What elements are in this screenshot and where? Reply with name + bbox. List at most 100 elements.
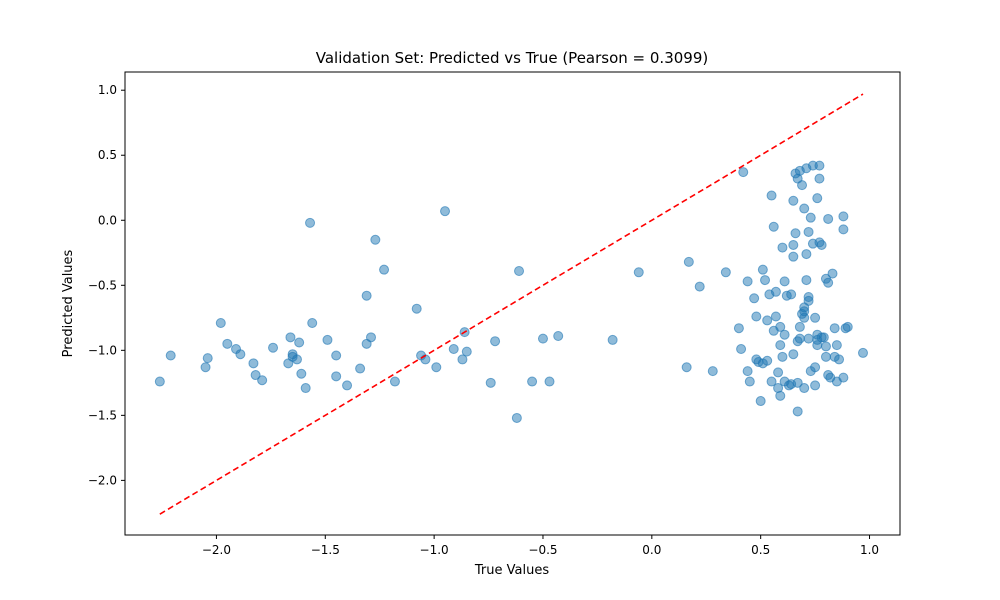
chart-title: Validation Set: Predicted vs True (Pears… (316, 49, 708, 67)
scatter-point-71 (762, 315, 773, 326)
scatter-point-38 (448, 344, 459, 355)
scatter-point-18 (296, 368, 307, 379)
scatter-point-156 (857, 347, 868, 358)
scatter-point-133 (814, 173, 825, 184)
scatter-point-117 (803, 333, 814, 344)
scatter-point-106 (794, 333, 805, 344)
scatter-point-155 (842, 321, 853, 332)
scatter-point-107 (797, 180, 808, 191)
scatter-point-95 (788, 195, 799, 206)
scatter-point-32 (389, 376, 400, 387)
scatter-point-143 (823, 213, 834, 224)
scatter-point-1 (165, 350, 176, 361)
scatter-point-23 (331, 350, 342, 361)
scatter-point-105 (794, 321, 805, 332)
scatter-point-41 (461, 346, 472, 357)
y-tick-label: 0.0 (98, 213, 117, 227)
x-tick-label: 0.5 (751, 543, 770, 557)
scatter-point-149 (831, 340, 842, 351)
scatter-point-46 (527, 376, 538, 387)
scatter-point-78 (770, 286, 781, 297)
axes-frame (124, 71, 901, 536)
scatter-point-43 (490, 336, 501, 347)
scatter-point-75 (766, 376, 777, 387)
scatter-point-103 (792, 406, 803, 417)
scatter-point-4 (215, 318, 226, 329)
scatter-point-26 (355, 363, 366, 374)
scatter-point-141 (823, 277, 834, 288)
scatter-point-58 (736, 344, 747, 355)
scatter-point-48 (544, 376, 555, 387)
scatter-point-113 (799, 383, 810, 394)
scatter-point-127 (810, 312, 821, 323)
scatter-point-85 (777, 351, 788, 362)
scatter-point-94 (788, 349, 799, 360)
scatter-point-109 (799, 203, 810, 214)
scatter-point-150 (834, 354, 845, 365)
scatter-point-55 (707, 366, 718, 377)
scatter-point-146 (829, 323, 840, 334)
scatter-point-152 (838, 224, 849, 235)
scatter-point-20 (305, 217, 316, 228)
scatter-point-112 (799, 312, 810, 323)
scatter-point-96 (788, 251, 799, 262)
scatter-point-114 (801, 275, 812, 286)
y-tick-label: −2.0 (88, 473, 117, 487)
scatter-point-33 (411, 303, 422, 314)
scatter-point-102 (792, 377, 803, 388)
scatter-point-92 (786, 289, 797, 300)
scatter-point-21 (307, 318, 318, 329)
scatter-point-5 (222, 338, 233, 349)
scatter-point-79 (770, 311, 781, 322)
scatter-point-49 (553, 331, 564, 342)
y-tick-label: −1.0 (88, 343, 117, 357)
scatter-point-22 (322, 334, 333, 345)
scatter-point-11 (268, 342, 279, 353)
scatter-point-119 (803, 295, 814, 306)
scatter-point-47 (537, 333, 548, 344)
scatter-point-138 (820, 351, 831, 362)
scatter-point-8 (248, 358, 259, 369)
y-tick-label: −1.5 (88, 408, 117, 422)
scatter-point-122 (805, 212, 816, 223)
scatter-point-136 (816, 239, 827, 250)
scatter-point-70 (760, 275, 771, 286)
scatter-point-9 (250, 370, 261, 381)
y-tick-label: 1.0 (98, 83, 117, 97)
scatter-point-54 (694, 281, 705, 292)
x-tick-label: 0.0 (642, 543, 661, 557)
scatter-point-0 (154, 376, 165, 387)
scatter-point-74 (766, 190, 777, 201)
scatter-point-7 (235, 349, 246, 360)
scatter-point-89 (779, 329, 790, 340)
scatter-point-120 (803, 226, 814, 237)
scatter-point-80 (773, 367, 784, 378)
scatter-point-97 (788, 239, 799, 250)
scatter-point-24 (331, 371, 342, 382)
scatter-point-116 (801, 249, 812, 260)
scatter-point-10 (257, 375, 268, 386)
scatter-point-132 (814, 160, 825, 171)
scatter-point-137 (818, 332, 829, 343)
x-tick-label: 1.0 (860, 543, 879, 557)
scatter-point-52 (681, 362, 692, 373)
scatter-point-139 (820, 341, 831, 352)
y-axis-label: Predicted Values (61, 249, 76, 357)
scatter-point-36 (431, 362, 442, 373)
scatter-point-42 (485, 377, 496, 388)
scatter-point-44 (511, 412, 522, 423)
scatter-point-45 (514, 265, 525, 276)
scatter-point-31 (379, 264, 390, 275)
scatter-point-65 (751, 311, 762, 322)
scatter-point-19 (300, 383, 311, 394)
scatter-point-51 (633, 267, 644, 278)
scatter-point-13 (285, 332, 296, 343)
scatter-point-131 (812, 193, 823, 204)
scatter-point-16 (291, 354, 302, 365)
scatter-point-50 (607, 334, 618, 345)
scatter-point-151 (838, 211, 849, 222)
scatter-point-53 (683, 256, 694, 267)
plot-area (154, 93, 868, 515)
